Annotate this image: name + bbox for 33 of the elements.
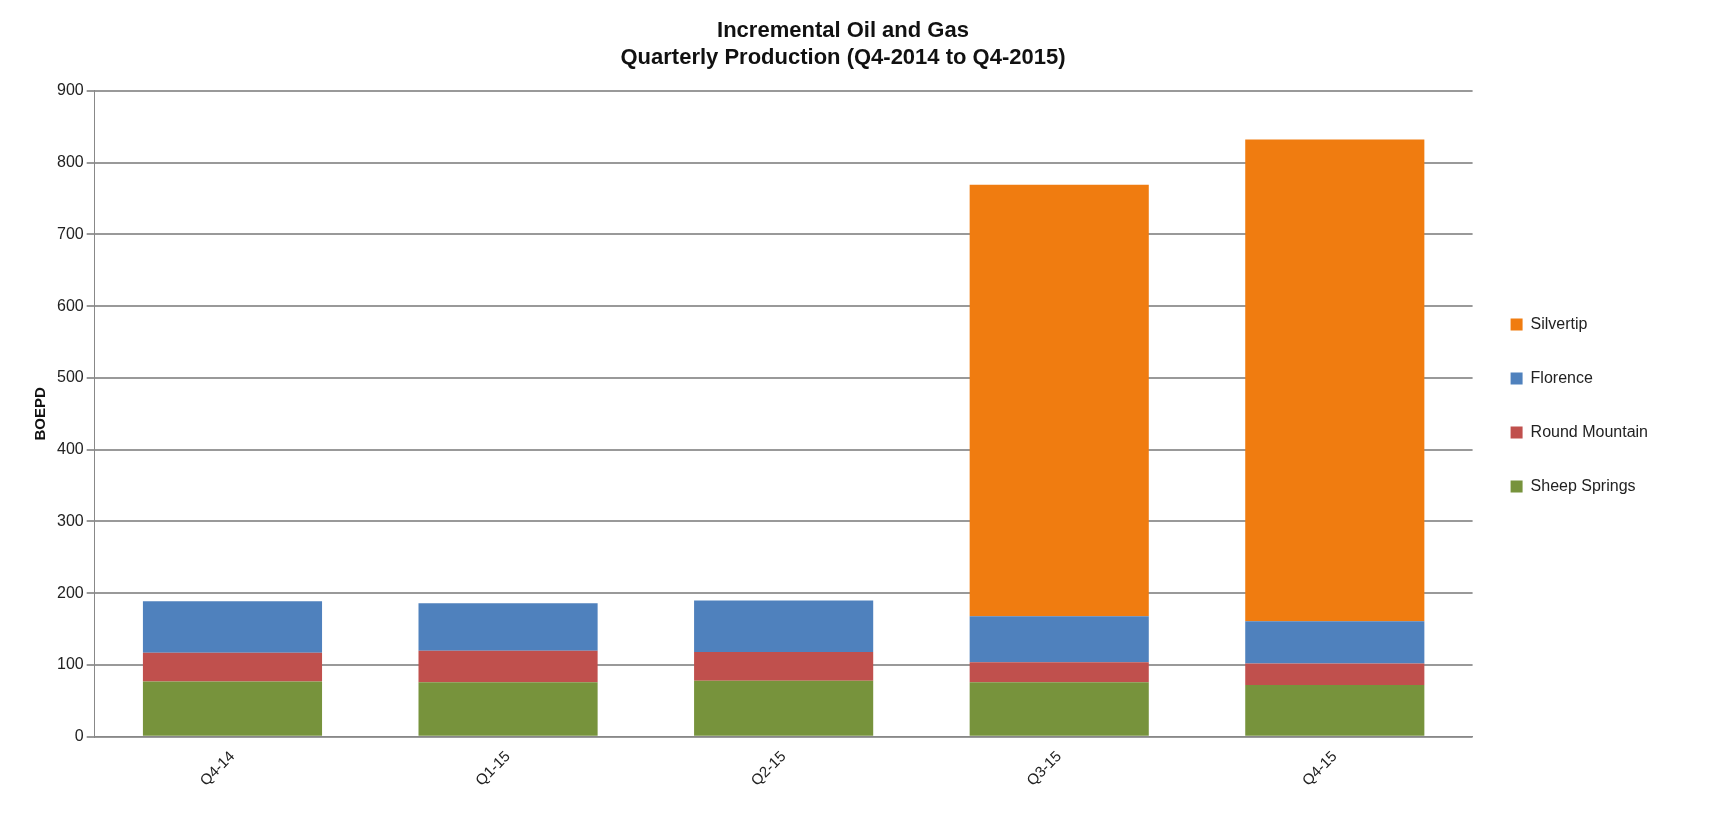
bar [1245,685,1425,736]
bar [142,601,323,653]
legend-label: Sheep Springs [1530,476,1636,494]
chart-title: Incremental Oil and Gas Quarterly Production (Q4-2014 to Q4-2015) [620,17,1066,69]
y-tick-label: 900 [56,81,84,99]
bar [1245,663,1425,686]
bar [1245,621,1425,664]
bar [1245,139,1425,622]
bar [694,680,874,736]
y-tick-label: 100 [56,655,84,673]
bar [142,652,323,682]
bar [969,184,1149,617]
legend-label: Round Mountain [1530,422,1649,440]
y-tick-label: 500 [56,368,84,386]
y-tick-label: 600 [56,296,84,314]
y-tick-label: 800 [56,152,84,170]
bar [969,616,1149,663]
y-tick-label: 300 [56,511,84,529]
bar [418,603,598,651]
y-axis-title: BOEPD [31,386,49,441]
y-tick-label: 200 [56,583,84,601]
bar [694,652,874,681]
y-tick-label: 700 [56,224,84,242]
bar [142,681,323,736]
legend-label: Silvertip [1530,314,1588,332]
bar [418,650,598,683]
bar [694,600,874,653]
y-tick-label: 0 [74,727,84,745]
y-tick-label: 400 [56,440,84,458]
bar [969,662,1149,683]
bar [418,682,598,736]
bar [969,682,1149,736]
legend-label: Florence [1530,368,1593,386]
